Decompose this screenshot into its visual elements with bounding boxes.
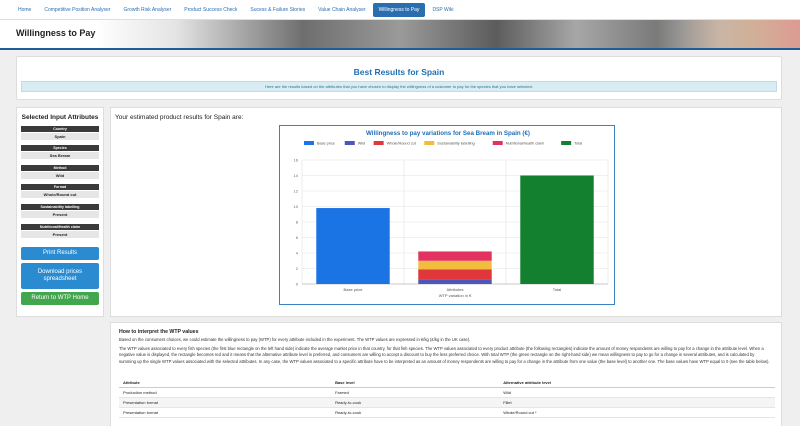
y-tick-label: 12: [294, 188, 299, 193]
return-wtp-home-button[interactable]: Return to WTP Home: [21, 292, 99, 305]
attribute-value-sustainability: Present: [21, 211, 99, 218]
legend-swatch: [373, 141, 384, 145]
interpretation-paragraph-1: Based on the consumers choices, we could…: [119, 337, 471, 342]
legend-label: Sustainability labelling: [437, 142, 474, 146]
interpretation-paragraph-2: The WTP values associated to every fish …: [119, 346, 770, 364]
y-tick-label: 0: [296, 281, 299, 286]
interpretation-panel: How to interpret the WTP values Based on…: [110, 322, 782, 426]
selected-attributes-panel: Selected Input Attributes Country Spain …: [16, 107, 104, 317]
legend-swatch: [492, 141, 503, 145]
table-cell: Ready-to-cook: [331, 407, 500, 418]
bar-segment: [520, 175, 594, 284]
tab-dsp-wiki[interactable]: DSP Wiki: [432, 6, 454, 13]
table-row: Presentation format Ready-to-cook Whole/…: [119, 407, 775, 418]
x-tick-label: Attributes: [447, 287, 464, 292]
table-header-alternative-level: Alternative attribute level: [499, 378, 775, 388]
table-cell: Ready-to-cook: [331, 397, 500, 408]
wtp-levels-table: Attribute Base level Alternative attribu…: [119, 378, 775, 418]
tab-success-failure-stories[interactable]: Sucess & Failure Stories: [250, 6, 306, 13]
attribute-value-species: Sea Bream: [21, 152, 99, 159]
table-row: Presentation format Ready-to-cook Fillet: [119, 397, 775, 408]
y-tick-label: 6: [296, 235, 299, 240]
page-title: Willingness to Pay: [16, 28, 96, 38]
interpretation-title: How to interpret the WTP values: [119, 329, 199, 335]
legend-label: Base price: [317, 142, 335, 146]
selected-attributes-title: Selected Input Attributes: [21, 114, 99, 121]
table-header-base-level: Base level: [331, 378, 500, 388]
wtp-chart-box: Willingness to pay variations for Sea Br…: [279, 125, 615, 305]
legend-swatch: [424, 141, 435, 145]
legend-label: Total: [574, 142, 582, 146]
attribute-label-sustainability: Sustainability labelling: [21, 204, 99, 210]
y-tick-label: 16: [294, 157, 299, 162]
table-cell: Whole/Round cut *: [499, 407, 775, 418]
x-tick-label: Total: [553, 287, 562, 292]
y-tick-label: 14: [294, 173, 299, 178]
table-header-row: Attribute Base level Alternative attribu…: [119, 378, 775, 388]
attribute-label-species: Species: [21, 145, 99, 151]
attribute-label-health-claim: Nutritional/Health claim: [21, 224, 99, 230]
attribute-label-format: Format: [21, 184, 99, 190]
table-cell: Wild: [499, 387, 775, 398]
table-cell: Presentation format: [119, 397, 332, 408]
legend-label: Nutritional/health claim: [506, 142, 544, 146]
legend-label: Whole/Round cut: [387, 142, 417, 146]
best-results-title: Best Results for Spain: [353, 67, 445, 77]
best-results-panel: Best Results for Spain Here are the resu…: [16, 56, 782, 100]
tab-willingness-to-pay[interactable]: Willingness to Pay: [372, 2, 426, 17]
attribute-value-method: Wild: [21, 172, 99, 179]
x-tick-label: Base price: [344, 287, 364, 292]
tab-home[interactable]: Home: [18, 6, 32, 13]
bar-segment: [418, 260, 492, 270]
table-cell: Farmed: [331, 387, 500, 398]
legend-swatch: [561, 141, 572, 145]
table-header-attribute: Attribute: [119, 378, 332, 388]
tab-growth-risk-analyser[interactable]: Growth Risk Analyser: [123, 6, 172, 13]
download-prices-button[interactable]: Download prices spreadsheet: [21, 263, 99, 289]
table-cell: Presentation format: [119, 407, 332, 418]
attribute-label-method: Method: [21, 165, 99, 171]
y-tick-label: 2: [296, 266, 299, 271]
y-tick-label: 10: [294, 204, 299, 209]
attribute-value-format: Whole/Round cut: [21, 191, 99, 198]
results-panel: Your estimated product results for Spain…: [110, 107, 782, 317]
legend-swatch: [303, 141, 314, 145]
x-axis-label: WTP variation in €: [439, 293, 472, 298]
attribute-value-country: Spain: [21, 133, 99, 140]
bar-segment: [418, 269, 492, 280]
page-banner: Willingness to Pay: [0, 20, 800, 50]
legend-swatch: [344, 141, 355, 145]
best-results-info: Here are the results based on the attrib…: [21, 81, 777, 92]
tab-competitive-position-analyser[interactable]: Competitive Position Analyser: [44, 6, 111, 13]
chart-title: Willingness to pay variations for Sea Br…: [366, 130, 530, 137]
wtp-chart: Willingness to pay variations for Sea Br…: [294, 130, 609, 298]
bar-segment: [418, 279, 492, 284]
print-results-button[interactable]: Print Results: [21, 247, 99, 260]
attribute-label-country: Country: [21, 126, 99, 132]
banner-image: [680, 20, 800, 48]
legend-label: Wild: [358, 142, 365, 146]
table-cell: Production method: [119, 387, 332, 398]
y-tick-label: 8: [296, 219, 299, 224]
y-tick-label: 4: [296, 250, 299, 255]
bar-segment: [316, 208, 390, 284]
tab-product-success-check[interactable]: Product Success Check: [184, 6, 238, 13]
attribute-value-health-claim: Present: [21, 231, 99, 238]
tab-value-chain-analyser[interactable]: Value Chain Analyser: [318, 6, 366, 13]
top-nav: Home Competitive Position Analyser Growt…: [0, 0, 800, 20]
table-cell: Fillet: [499, 397, 775, 408]
results-title: Your estimated product results for Spain…: [115, 114, 244, 121]
bar-segment: [418, 251, 492, 261]
table-row: Production method Farmed Wild: [119, 387, 775, 398]
